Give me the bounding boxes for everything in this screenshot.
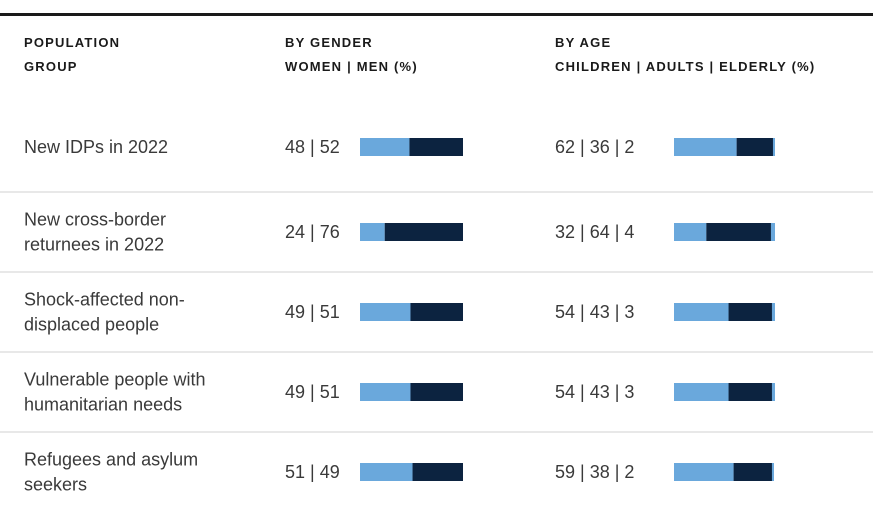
age-bar-segment <box>771 383 775 401</box>
age-bar-segment <box>770 223 775 241</box>
gender-label: 51 | 49 <box>285 462 340 482</box>
age-label: 32 | 64 | 4 <box>555 222 634 242</box>
population-group: Vulnerable people with <box>24 370 205 390</box>
population-group: New IDPs in 2022 <box>24 137 168 157</box>
population-group: Refugees and asylum <box>24 450 198 470</box>
column-header: POPULATION <box>24 35 120 50</box>
age-bar-segment <box>674 383 729 401</box>
population-group: humanitarian needs <box>24 395 182 415</box>
gender-bar-segment <box>412 463 463 481</box>
population-group: returnees in 2022 <box>24 235 164 255</box>
age-bar-segment <box>674 303 729 321</box>
age-bar-segment <box>674 463 734 481</box>
gender-bar-segment <box>409 138 463 156</box>
age-bar-segment <box>674 223 707 241</box>
age-bar-segment <box>706 223 771 241</box>
gender-bar-segment <box>360 383 411 401</box>
column-header: WOMEN | MEN (%) <box>285 59 418 74</box>
age-bar-segment <box>733 463 772 481</box>
age-bar-segment <box>736 138 773 156</box>
age-bar-segment <box>771 303 775 321</box>
gender-bar-segment <box>410 303 463 321</box>
column-header: CHILDREN | ADULTS | ELDERLY (%) <box>555 59 815 74</box>
column-header: BY AGE <box>555 35 611 50</box>
column-header: GROUP <box>24 59 78 74</box>
age-label: 54 | 43 | 3 <box>555 302 634 322</box>
age-label: 59 | 38 | 2 <box>555 462 634 482</box>
gender-bar-segment <box>360 463 413 481</box>
age-bar-segment <box>674 138 737 156</box>
gender-bar-segment <box>410 383 463 401</box>
gender-label: 24 | 76 <box>285 222 340 242</box>
gender-label: 49 | 51 <box>285 302 340 322</box>
population-group: Shock-affected non- <box>24 290 185 310</box>
population-group: displaced people <box>24 315 159 335</box>
gender-bar-segment <box>360 223 385 241</box>
population-group: New cross-border <box>24 210 166 230</box>
age-label: 54 | 43 | 3 <box>555 382 634 402</box>
age-bar-segment <box>728 383 772 401</box>
age-bar-segment <box>772 138 775 156</box>
age-label: 62 | 36 | 2 <box>555 137 634 157</box>
age-bar-segment <box>728 303 772 321</box>
gender-label: 48 | 52 <box>285 137 340 157</box>
gender-bar-segment <box>360 303 411 321</box>
top-rule <box>0 13 873 16</box>
column-header: BY GENDER <box>285 35 373 50</box>
gender-bar-segment <box>384 223 463 241</box>
age-bar-segment <box>771 463 774 481</box>
gender-bar-segment <box>360 138 410 156</box>
population-group: seekers <box>24 475 87 495</box>
gender-label: 49 | 51 <box>285 382 340 402</box>
